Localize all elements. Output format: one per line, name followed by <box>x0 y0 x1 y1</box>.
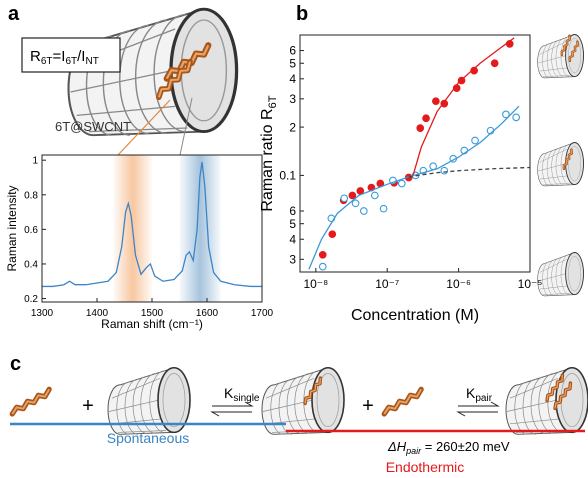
y-tick-label: 5 <box>289 217 296 231</box>
x-tick-label: 1300 <box>31 308 54 319</box>
y-tick-label: 0.8 <box>24 190 38 201</box>
data-point <box>318 262 327 271</box>
sample-label: 6T@SWCNT <box>55 119 131 134</box>
y-axis-label-text: Raman ratio R <box>259 108 276 211</box>
k-single: Ksingle <box>224 385 260 404</box>
panel-label: b <box>296 3 308 25</box>
molecule <box>9 389 53 414</box>
molecule <box>381 389 425 414</box>
y-tick-label: 1 <box>32 156 38 167</box>
data-point <box>432 97 440 106</box>
x-axis-label: Concentration (M) <box>351 307 479 324</box>
y-tick-label: 0.6 <box>24 225 38 236</box>
y-tick-label: 6 <box>289 204 296 218</box>
fit-line <box>408 166 530 178</box>
x-axis-label: Raman shift (cm⁻¹) <box>101 317 203 331</box>
y-tick-label: 4 <box>289 232 296 246</box>
x-tick-label: 1700 <box>251 308 274 319</box>
panel-label: c <box>10 353 21 375</box>
y-tick-label: 4 <box>289 72 296 86</box>
data-point <box>397 179 406 188</box>
arrow <box>210 411 252 417</box>
enthalpy: ΔHpair = 260±20 meV <box>387 439 510 456</box>
data-point <box>328 230 337 239</box>
y-tick-label: 3 <box>289 92 296 106</box>
y-tick-label: 3 <box>289 252 296 266</box>
formula: R6T=I6T/INT <box>30 48 99 67</box>
data-point <box>490 59 499 68</box>
data-point <box>351 199 360 208</box>
spontaneous-label: Spontaneous <box>107 430 190 446</box>
k-pair: Kpair <box>466 385 493 404</box>
data-point <box>348 191 357 200</box>
connector <box>179 97 193 156</box>
y-axis-label-text: Raman intensity <box>5 185 19 271</box>
x-tick-label: 10⁻⁸ <box>303 277 328 291</box>
data-point <box>471 136 479 145</box>
nanotube <box>537 251 585 297</box>
endothermic-label: Endothermic <box>386 459 465 475</box>
data-point <box>416 124 425 133</box>
panel-label: a <box>8 3 20 25</box>
plot-frame <box>299 34 531 273</box>
data-point <box>502 110 510 119</box>
data-point <box>440 99 449 108</box>
x-tick-label: 10⁻⁶ <box>446 277 471 291</box>
nanotube <box>537 141 585 187</box>
y-axis-label: Raman ratio R6T <box>259 95 279 211</box>
data-point <box>440 166 449 175</box>
data-point <box>470 66 478 75</box>
arrow <box>456 411 498 417</box>
y-tick-label: 2 <box>289 120 296 134</box>
data-point <box>370 191 379 200</box>
y-tick-label: 0.1 <box>279 169 296 183</box>
x-tick-label: 1600 <box>196 308 219 319</box>
arrow <box>212 401 254 407</box>
y-tick-label: 5 <box>289 56 296 70</box>
data-point <box>379 204 388 213</box>
plus-sign: + <box>82 395 94 417</box>
data-point <box>340 194 349 203</box>
y-axis-label: Raman intensity <box>5 185 19 271</box>
x-tick-label: 1400 <box>86 308 109 319</box>
connector <box>117 99 171 156</box>
chart: 10⁻⁸ 10⁻⁷ 10⁻⁶ 10⁻⁵34560.123456Concentratio… <box>259 34 543 324</box>
y-axis-label-sub: 6T <box>267 95 279 108</box>
arrow <box>458 401 500 407</box>
x-tick-label: 10⁻⁷ <box>375 277 399 291</box>
plot-area <box>308 37 530 271</box>
plot-area <box>42 155 262 302</box>
fit-line <box>412 37 515 176</box>
formula-box <box>21 37 121 73</box>
y-tick-label: 6 <box>289 44 296 58</box>
x-tick-label: 1500 <box>141 308 164 319</box>
chart: 1300 1400 1500 1600 1700 0.2 0.4 0.6 0.8 1 Raman s… <box>5 154 274 331</box>
plus-sign: + <box>362 395 374 417</box>
data-point <box>359 207 368 215</box>
spectrum-line <box>42 161 262 288</box>
data-point <box>318 250 327 259</box>
data-point <box>422 114 430 123</box>
y-tick-label: 0.4 <box>24 259 38 270</box>
x-tick-label: 10⁻⁵ <box>518 277 543 291</box>
y-tick-label: 0.2 <box>24 294 38 305</box>
data-point <box>512 113 521 122</box>
